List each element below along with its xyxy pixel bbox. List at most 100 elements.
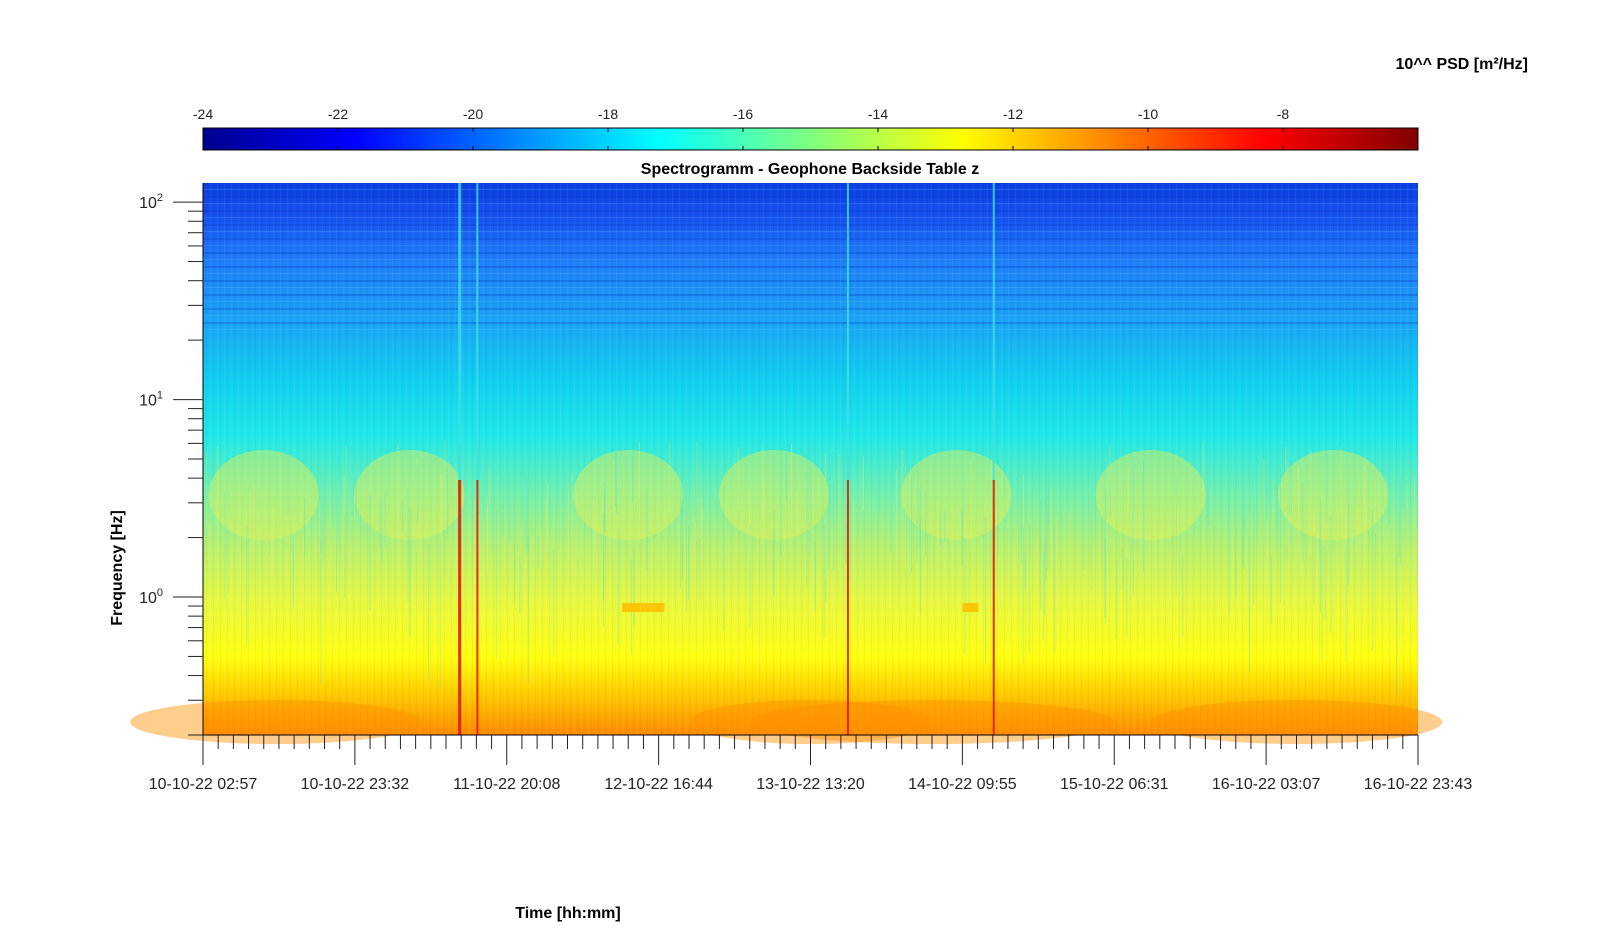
spectrogram-streak (1024, 551, 1026, 590)
spectrogram-streak (1243, 445, 1245, 529)
spectrogram-streak (419, 509, 421, 566)
spectrogram-blob (640, 603, 665, 612)
spectrogram-streak (409, 509, 411, 636)
spectrogram-streak (831, 527, 833, 672)
spectrogram-streak (1398, 465, 1400, 558)
spectrogram-patch (130, 700, 422, 744)
spectrogram-streak (343, 476, 345, 625)
spectrogram-streak (319, 500, 321, 562)
spectrogram-streak (1122, 549, 1124, 590)
spectrogram-streak (814, 541, 816, 611)
spectrogram-streak (1115, 559, 1117, 639)
spectrogram-streak (1414, 476, 1416, 571)
spectrogram-streak (1004, 447, 1006, 497)
spectrogram-patch (1095, 450, 1206, 540)
spectrogram-streak (969, 459, 971, 554)
spectrogram-streak (1175, 477, 1177, 596)
x-tick-label: 14-10-22 09:55 (908, 776, 1017, 793)
spectrogram-streak (514, 510, 516, 603)
spectrogram-streak (1253, 465, 1255, 606)
spectrogram-streak (796, 492, 798, 534)
spectrogram-streak (1056, 516, 1058, 648)
spectrogram-streak (1364, 456, 1366, 555)
x-tick-label: 16-10-22 23:43 (1364, 776, 1473, 793)
spectrogram-streak (1045, 486, 1047, 581)
colorbar-tick-label: -10 (1138, 106, 1158, 122)
spectrogram-blob (962, 603, 979, 612)
spectrogram-streak (1365, 504, 1367, 608)
spectrogram-streak (937, 532, 939, 622)
spectrogram-streak (384, 491, 386, 550)
spectrogram-streak (1202, 441, 1204, 565)
spectrogram-streak (479, 514, 481, 648)
colorbar-tick-label: -24 (193, 106, 213, 122)
spectrogram-streak (1348, 480, 1350, 586)
colorbar-tick-label: -12 (1003, 106, 1023, 122)
spectrogram-streak (701, 497, 703, 567)
spectrogram-streak (602, 537, 604, 602)
transient-event-high (476, 183, 479, 483)
spectrogram-streak (263, 488, 265, 530)
spectrogram-streak (1127, 465, 1129, 512)
spectrogram-streak (639, 440, 641, 542)
spectrogram-streak (965, 514, 967, 590)
spectrogram-streak (596, 512, 598, 545)
spectrogram-streak (985, 517, 987, 665)
spectrogram-patch (354, 450, 465, 540)
spectrogram-streak (1104, 537, 1106, 618)
spectrogram-streak (737, 447, 739, 511)
spectrogram-streak (322, 477, 324, 561)
spectrogram-streak (723, 485, 725, 632)
spectrogram-streak (1020, 449, 1022, 564)
spectrogram-streak (863, 455, 865, 511)
spectrogram-streak (1013, 554, 1015, 585)
spectrogram-streak (919, 485, 921, 613)
spectrogram-streak (571, 555, 573, 687)
spectrogram-streak (571, 475, 573, 604)
spectrogram-streak (474, 497, 476, 624)
spectrogram-streak (1270, 556, 1272, 624)
spectrogram-streak (651, 545, 653, 588)
spectrogram-streak (1345, 505, 1347, 642)
spectrogram-streak (1321, 545, 1323, 662)
spectrogram-streak (1132, 456, 1134, 597)
spectrogram-streak (617, 528, 619, 646)
spectrogram-streak (1287, 461, 1289, 550)
axes: 100 101 102 10-10-22 02:57 10-10-22 23:32 11-… (139, 183, 1472, 793)
spectrogram-streak (1313, 511, 1315, 657)
spectrogram-streak (1326, 444, 1328, 522)
spectrogram-streak (1402, 509, 1404, 644)
spectrogram-streak (757, 531, 759, 674)
spectrogram-streak (1310, 450, 1312, 560)
transient-event-low (476, 480, 479, 735)
colorbar: -24 -22 -20 -18 -16 -14 -12 -10 -8 (193, 106, 1419, 151)
spectrogram-streak (646, 491, 648, 571)
spectrogram-streak (1023, 474, 1025, 529)
spectrogram-streak (603, 513, 605, 626)
spectrogram-streak (1383, 508, 1385, 555)
spectrogram-streak (943, 544, 945, 595)
spectrogram-streak (964, 538, 966, 655)
spectrogram-streak (990, 459, 992, 530)
spectrogram-streak (416, 457, 418, 553)
x-axis-label: Time [hh:mm] (515, 905, 620, 922)
spectrogram-streak (668, 442, 670, 515)
spectrogram-streak (447, 467, 449, 535)
spectrogram-streak (1068, 513, 1070, 584)
spectrogram-streak (762, 444, 764, 521)
spectrogram-streak (397, 443, 399, 582)
transient-event-low (846, 480, 849, 735)
spectrogram-streak (919, 518, 921, 549)
spectrogram-streak (685, 474, 687, 612)
spectrogram-streak (749, 524, 751, 628)
spectrogram-streak (681, 476, 683, 580)
spectrogram-streak (1374, 480, 1376, 534)
spectrogram-streak (428, 544, 430, 682)
spectrogram-streak (1409, 551, 1411, 585)
spectrogram-streak (749, 489, 751, 571)
spectrogram-streak (925, 489, 927, 558)
spectrogram-streak (331, 525, 333, 657)
spectrogram-blob (622, 603, 641, 612)
spectrogram-streak (343, 514, 345, 599)
